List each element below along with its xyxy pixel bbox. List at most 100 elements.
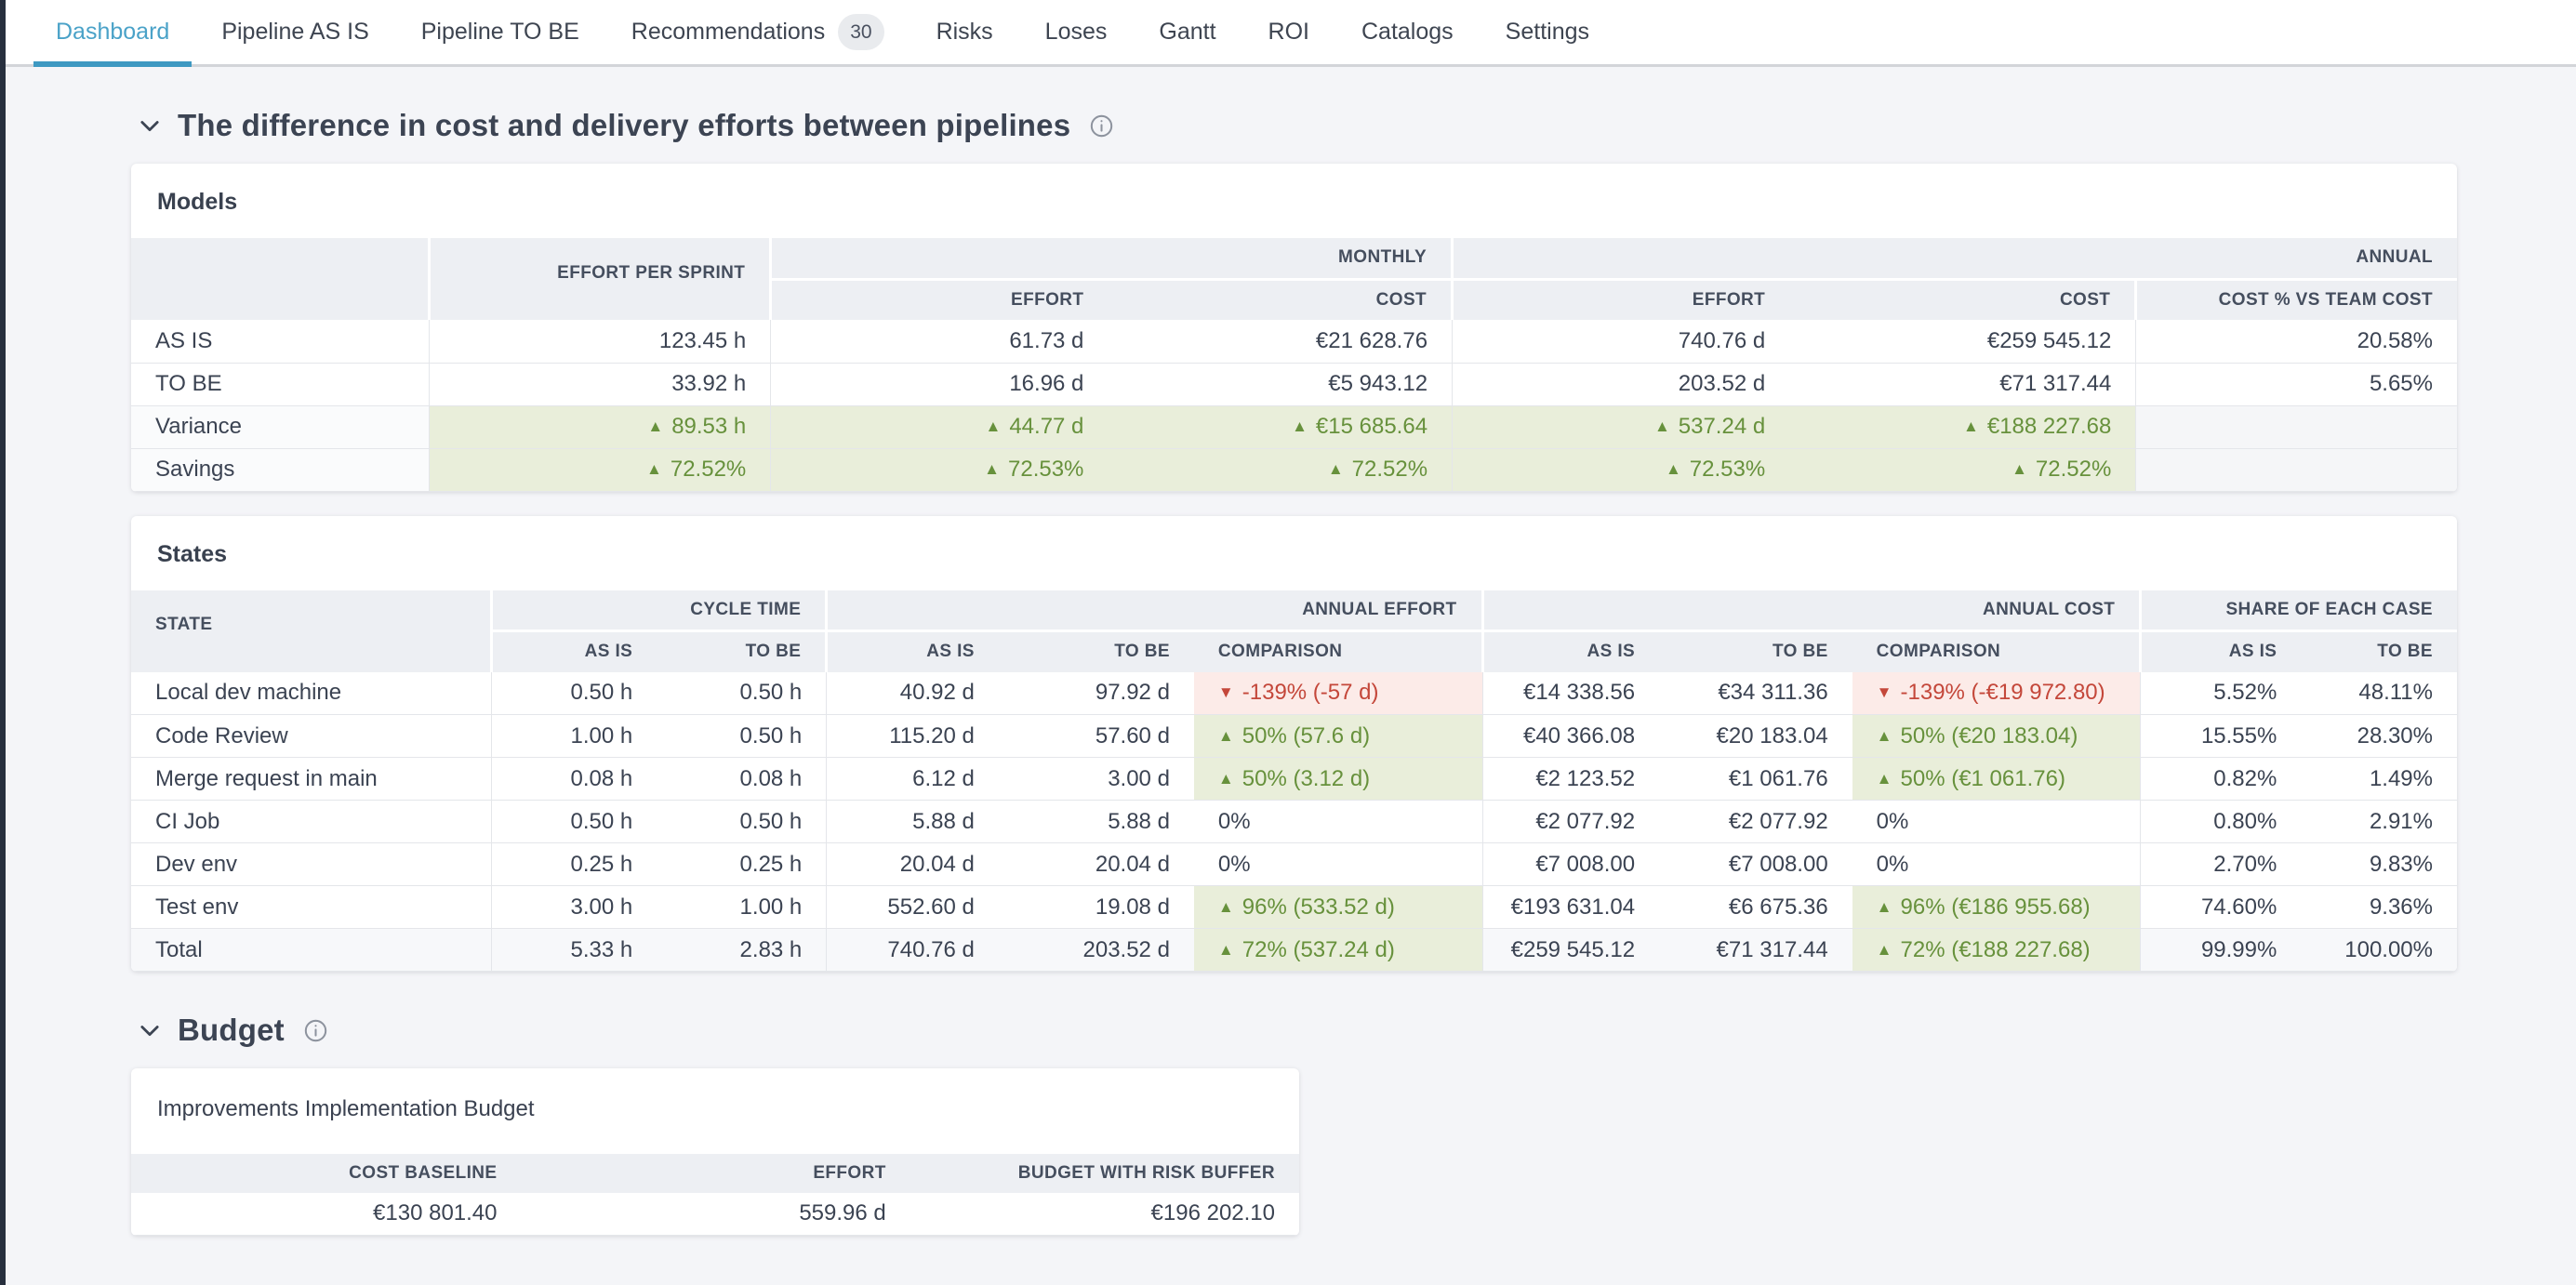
column-header bbox=[131, 238, 429, 320]
table-cell: 3.00 d bbox=[999, 758, 1194, 801]
cell-value: 0.50 h bbox=[740, 680, 803, 705]
row-label: Code Review bbox=[131, 715, 492, 758]
cell-value: 3.00 h bbox=[570, 894, 632, 920]
table-cell: 33.92 h bbox=[429, 363, 771, 405]
table-cell: ▲72% (537.24 d) bbox=[1194, 929, 1482, 972]
table-cell: 0.08 h bbox=[657, 758, 827, 801]
column-group-header: ANNUAL bbox=[1453, 238, 2457, 279]
cell-value: 552.60 d bbox=[887, 894, 974, 920]
column-header: EFFORT bbox=[771, 279, 1109, 320]
column-group-header: SHARE OF EACH CASE bbox=[2141, 590, 2457, 631]
tab-pipeline-as-is[interactable]: Pipeline AS IS bbox=[219, 0, 370, 64]
cell-value: €15 685.64 bbox=[1316, 414, 1427, 439]
cell-value: 559.96 d bbox=[799, 1200, 885, 1225]
cell-value: 0.08 h bbox=[570, 766, 632, 791]
trend-up-icon: ▲ bbox=[1292, 417, 1308, 435]
models-card-title: Models bbox=[131, 164, 2457, 238]
cell-value: €71 317.44 bbox=[1717, 937, 1828, 962]
chevron-down-icon[interactable] bbox=[137, 1017, 163, 1043]
table-cell: ▲ €15 685.64 bbox=[1108, 405, 1452, 448]
table-cell: 99.99% bbox=[2141, 929, 2302, 972]
table-cell: €20 183.04 bbox=[1659, 715, 1852, 758]
cell-value: €21 628.76 bbox=[1316, 328, 1427, 353]
cell-value: 16.96 d bbox=[1009, 371, 1083, 396]
tab-catalogs[interactable]: Catalogs bbox=[1360, 0, 1455, 64]
table-cell: 61.73 d bbox=[771, 320, 1109, 363]
table-cell: 5.88 d bbox=[827, 801, 999, 843]
table-cell: ▲72.52% bbox=[429, 448, 771, 491]
table-cell: ▲€188 227.68 bbox=[1789, 405, 2136, 448]
table-cell: 0.80% bbox=[2141, 801, 2302, 843]
info-icon[interactable] bbox=[303, 1018, 328, 1043]
cell-value: 203.52 d bbox=[1679, 371, 1765, 396]
recommendations-count-badge: 30 bbox=[838, 14, 883, 50]
table-cell: ▲96% (€186 955.68) bbox=[1852, 886, 2141, 929]
table-cell: ▲72.53% bbox=[771, 448, 1109, 491]
tab-dashboard[interactable]: Dashboard bbox=[54, 0, 171, 64]
cell-value: €188 227.68 bbox=[1987, 414, 2111, 439]
tab-recommendations[interactable]: Recommendations30 bbox=[630, 0, 886, 64]
table-row: Dev env0.25 h0.25 h20.04 d20.04 d0%€7 00… bbox=[131, 843, 2457, 886]
cell-value: 50% (57.6 d) bbox=[1242, 723, 1370, 748]
table-cell: 0.50 h bbox=[657, 672, 827, 715]
info-icon[interactable] bbox=[1089, 113, 1114, 139]
trend-up-icon: ▲ bbox=[1218, 941, 1234, 959]
table-row: Total5.33 h2.83 h740.76 d203.52 d▲72% (5… bbox=[131, 929, 2457, 972]
table-cell: 16.96 d bbox=[771, 363, 1109, 405]
table-cell: 5.52% bbox=[2141, 672, 2302, 715]
table-cell: 203.52 d bbox=[999, 929, 1194, 972]
table-cell: 9.36% bbox=[2301, 886, 2457, 929]
budget-card: Improvements Implementation Budget COST … bbox=[131, 1068, 1299, 1236]
tab-label: Pipeline AS IS bbox=[221, 19, 368, 46]
chevron-down-icon[interactable] bbox=[137, 113, 163, 139]
tab-label: Loses bbox=[1045, 19, 1108, 46]
table-cell: €34 311.36 bbox=[1659, 672, 1852, 715]
cell-value: 3.00 d bbox=[1108, 766, 1170, 791]
cell-value: 15.55% bbox=[2201, 723, 2277, 748]
tab-roi[interactable]: ROI bbox=[1267, 0, 1311, 64]
table-cell: 5.33 h bbox=[492, 929, 657, 972]
cell-value: 0% bbox=[1218, 852, 1251, 877]
cell-value: 203.52 d bbox=[1083, 937, 1170, 962]
cell-value: 72.52% bbox=[2036, 457, 2111, 482]
tab-settings[interactable]: Settings bbox=[1504, 0, 1591, 64]
table-cell: 559.96 d bbox=[522, 1193, 910, 1235]
cell-value: 0.50 h bbox=[740, 723, 803, 748]
table-cell: 20.04 d bbox=[827, 843, 999, 886]
table-cell: €259 545.12 bbox=[1789, 320, 2136, 363]
column-header: COST BASELINE bbox=[131, 1154, 522, 1193]
row-label: Merge request in main bbox=[131, 758, 492, 801]
cell-value: €130 801.40 bbox=[373, 1200, 497, 1225]
cell-value: 115.20 d bbox=[889, 723, 975, 748]
row-label: Test env bbox=[131, 886, 492, 929]
cell-value: 50% (€1 061.76) bbox=[1901, 766, 2065, 791]
table-cell: ▲50% (€20 183.04) bbox=[1852, 715, 2141, 758]
table-cell: 0.08 h bbox=[492, 758, 657, 801]
cell-value: 0.82% bbox=[2213, 766, 2277, 791]
cell-value: 72.52% bbox=[1352, 457, 1427, 482]
tab-loses[interactable]: Loses bbox=[1043, 0, 1109, 64]
tab-gantt[interactable]: Gantt bbox=[1157, 0, 1217, 64]
cell-value: €259 545.12 bbox=[1511, 937, 1635, 962]
row-label: Total bbox=[131, 929, 492, 972]
table-row: AS IS123.45 h61.73 d€21 628.76740.76 d€2… bbox=[131, 320, 2457, 363]
tab-risks[interactable]: Risks bbox=[935, 0, 995, 64]
table-row: €130 801.40559.96 d€196 202.10 bbox=[131, 1193, 1299, 1235]
table-cell: €7 008.00 bbox=[1482, 843, 1659, 886]
table-row: Merge request in main0.08 h0.08 h6.12 d3… bbox=[131, 758, 2457, 801]
trend-up-icon: ▲ bbox=[647, 417, 663, 435]
table-cell: €14 338.56 bbox=[1482, 672, 1659, 715]
table-cell: ▲72.52% bbox=[1108, 448, 1452, 491]
table-cell: 1.49% bbox=[2301, 758, 2457, 801]
cell-value: 89.53 h bbox=[671, 414, 746, 439]
tab-label: Pipeline TO BE bbox=[421, 19, 579, 46]
table-cell: 0% bbox=[1194, 801, 1482, 843]
tab-pipeline-to-be[interactable]: Pipeline TO BE bbox=[419, 0, 581, 64]
trend-down-icon: ▼ bbox=[1218, 683, 1234, 701]
models-card: Models EFFORT PER SPRINTMONTHLYANNUALEFF… bbox=[131, 164, 2457, 492]
cell-value: €71 317.44 bbox=[1999, 371, 2111, 396]
cell-value: €7 008.00 bbox=[1535, 852, 1635, 877]
table-cell: ▲44.77 d bbox=[771, 405, 1109, 448]
table-cell: ▲50% (57.6 d) bbox=[1194, 715, 1482, 758]
cell-value: 96% (€186 955.68) bbox=[1901, 894, 2091, 920]
